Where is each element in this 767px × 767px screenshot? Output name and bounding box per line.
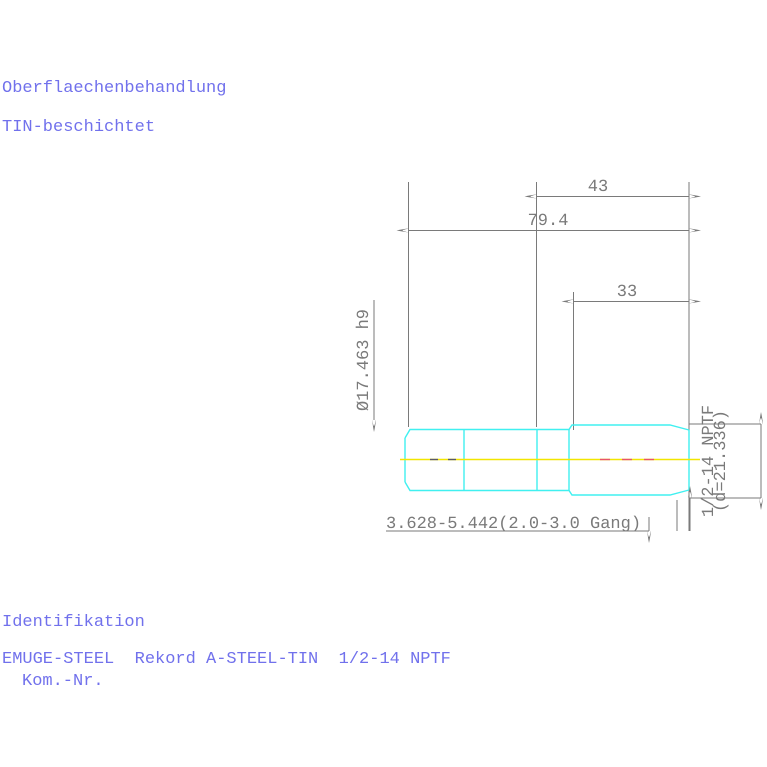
svg-text:43: 43 xyxy=(588,178,608,197)
svg-text:79.4: 79.4 xyxy=(528,212,569,231)
svg-text:Ø17.463 h9: Ø17.463 h9 xyxy=(355,309,374,411)
svg-text:(d=21.336): (d=21.336) xyxy=(712,410,731,512)
svg-text:33: 33 xyxy=(617,283,637,302)
